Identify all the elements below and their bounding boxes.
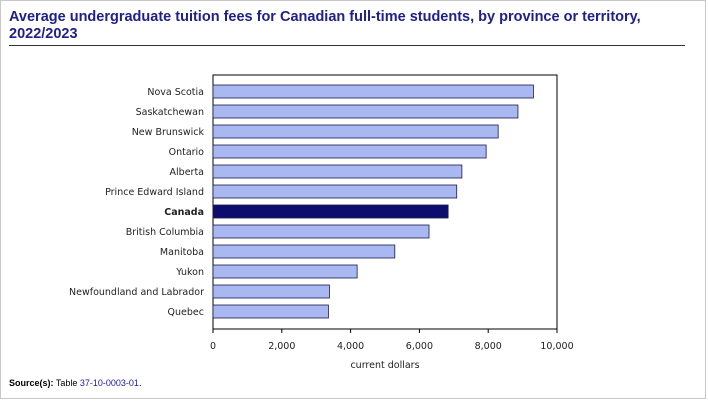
x-axis-title: current dollars bbox=[350, 360, 419, 371]
bars-group bbox=[212, 84, 534, 319]
category-label-new-brunswick: New Brunswick bbox=[132, 127, 205, 138]
bar-newfoundland-and-labrador bbox=[212, 284, 330, 299]
bar-prince-edward-island bbox=[212, 184, 458, 199]
source-label: Source(s): bbox=[9, 378, 54, 388]
bar-new-brunswick bbox=[212, 124, 499, 139]
category-label-alberta: Alberta bbox=[170, 167, 204, 178]
category-label-prince-edward-island: Prince Edward Island bbox=[105, 187, 204, 198]
x-tick-label: 6,000 bbox=[406, 341, 433, 352]
title-divider bbox=[9, 45, 685, 46]
source-suffix: . bbox=[138, 378, 142, 388]
bar-canada bbox=[212, 204, 449, 219]
bar-yukon bbox=[212, 264, 358, 279]
x-tick-label: 10,000 bbox=[540, 341, 573, 352]
bar-ontario bbox=[212, 144, 487, 159]
bar-nova-scotia bbox=[212, 84, 534, 99]
bar-saskatchewan bbox=[212, 104, 519, 119]
category-label-british-columbia: British Columbia bbox=[126, 227, 204, 238]
category-labels: Nova Scotia Saskatchewan New Brunswick Onta… bbox=[69, 87, 204, 318]
bar-british-columbia bbox=[212, 224, 430, 239]
chart-title: Average undergraduate tuition fees for C… bbox=[9, 9, 641, 42]
x-tick-label: 4,000 bbox=[337, 341, 364, 352]
x-tick-label: 0 bbox=[210, 341, 216, 352]
x-axis-ticks: 0 2,000 4,000 6,000 8,000 10,000 bbox=[210, 329, 574, 352]
category-label-nova-scotia: Nova Scotia bbox=[147, 87, 204, 98]
x-tick-label: 8,000 bbox=[475, 341, 502, 352]
bar-manitoba bbox=[212, 244, 396, 259]
category-label-ontario: Ontario bbox=[169, 147, 205, 158]
x-tick-label: 2,000 bbox=[268, 341, 295, 352]
category-label-canada: Canada bbox=[164, 207, 204, 218]
category-label-saskatchewan: Saskatchewan bbox=[136, 107, 204, 118]
category-label-manitoba: Manitoba bbox=[160, 247, 204, 258]
category-label-quebec: Quebec bbox=[168, 307, 204, 318]
category-label-newfoundland-and-labrador: Newfoundland and Labrador bbox=[69, 287, 204, 298]
category-label-yukon: Yukon bbox=[175, 267, 204, 278]
source-prefix: Table bbox=[55, 378, 78, 388]
source-note: Source(s): Table 37-10-0003-01. bbox=[9, 378, 141, 388]
bar-quebec bbox=[212, 304, 329, 319]
bar-chart: Nova Scotia Saskatchewan New Brunswick Onta… bbox=[69, 74, 574, 371]
bar-alberta bbox=[212, 164, 463, 179]
source-table-link[interactable]: 37-10-0003-01 bbox=[79, 378, 139, 388]
